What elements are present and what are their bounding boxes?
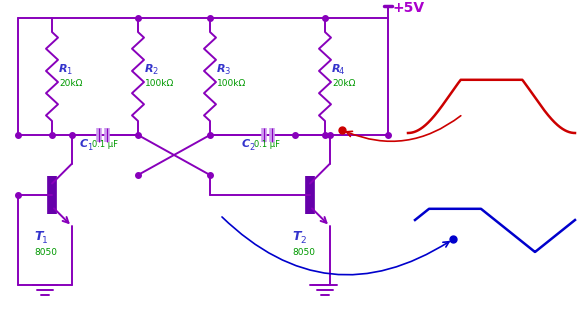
Text: R: R <box>332 63 340 73</box>
Text: T: T <box>292 230 301 243</box>
Text: 1: 1 <box>66 67 71 76</box>
Text: 100kΩ: 100kΩ <box>145 79 174 88</box>
Text: 0.1 μF: 0.1 μF <box>92 140 118 149</box>
Text: 1: 1 <box>42 236 48 245</box>
Text: R: R <box>217 63 225 73</box>
Text: 2: 2 <box>300 236 306 245</box>
Text: +5V: +5V <box>393 1 425 15</box>
Text: C: C <box>80 139 88 149</box>
Text: 0.1 μF: 0.1 μF <box>254 140 280 149</box>
Text: C: C <box>242 139 250 149</box>
Text: 2: 2 <box>152 67 157 76</box>
Text: 8050: 8050 <box>34 248 57 257</box>
Text: 1: 1 <box>87 143 92 152</box>
Text: 20kΩ: 20kΩ <box>59 79 83 88</box>
Text: R: R <box>145 63 154 73</box>
Text: R: R <box>59 63 68 73</box>
Text: 4: 4 <box>339 67 344 76</box>
Text: 8050: 8050 <box>292 248 315 257</box>
Text: 20kΩ: 20kΩ <box>332 79 355 88</box>
Text: 3: 3 <box>224 67 229 76</box>
Text: 100kΩ: 100kΩ <box>217 79 246 88</box>
Text: T: T <box>34 230 43 243</box>
Text: 2: 2 <box>249 143 254 152</box>
